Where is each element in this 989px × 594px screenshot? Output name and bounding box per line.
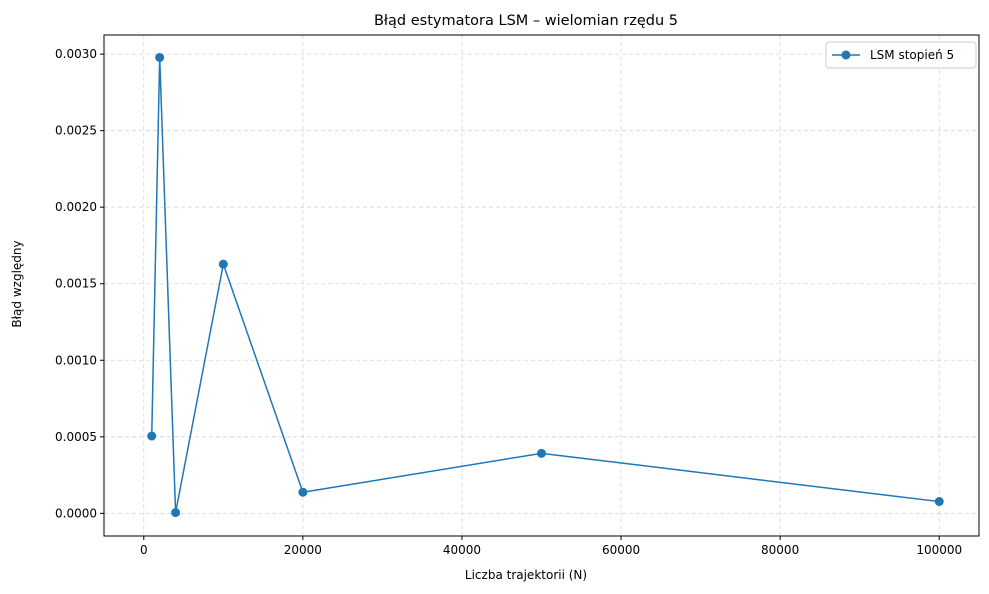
data-point (155, 53, 165, 63)
y-axis-label: Błąd względny (10, 240, 24, 327)
plot-frame (103, 34, 980, 537)
data-point (298, 487, 308, 497)
x-tick-label: 100000 (916, 543, 962, 557)
grid (104, 35, 979, 536)
x-tick-label: 40000 (443, 543, 481, 557)
legend-label: LSM stopień 5 (870, 48, 954, 62)
series-layer (147, 53, 944, 518)
series-line (150, 56, 940, 514)
data-point (537, 448, 546, 458)
data-point (147, 431, 157, 441)
x-tick-label: 0 (140, 543, 148, 557)
legend-marker-sample (841, 50, 851, 60)
y-tick-label: 0.0005 (55, 430, 97, 444)
x-axis-label: Liczba trajektorii (N) (465, 568, 587, 582)
y-tick-label: 0.0020 (55, 200, 97, 214)
x-tick-label: 60000 (602, 543, 640, 557)
y-tick-label: 0.0010 (55, 353, 97, 367)
axes (103, 34, 980, 537)
data-point (934, 497, 944, 507)
y-tick-label: 0.0030 (55, 47, 97, 61)
data-point (171, 508, 181, 518)
y-tick-label: 0.0000 (55, 506, 97, 520)
data-point (218, 259, 228, 269)
ticks: 0 20000 40000 60000 80000 100000 0.0000 0.0005 0… (55, 47, 962, 557)
x-tick-label: 20000 (284, 543, 322, 557)
y-tick-label: 0.0015 (55, 277, 97, 291)
legend-frame (825, 41, 977, 69)
x-tick-label: 80000 (761, 543, 799, 557)
chart-title: Błąd estymatora LSM – wielomian rzędu 5 (374, 13, 678, 29)
y-tick-label: 0.0025 (55, 124, 97, 138)
legend: LSM stopień 5 (825, 41, 977, 69)
